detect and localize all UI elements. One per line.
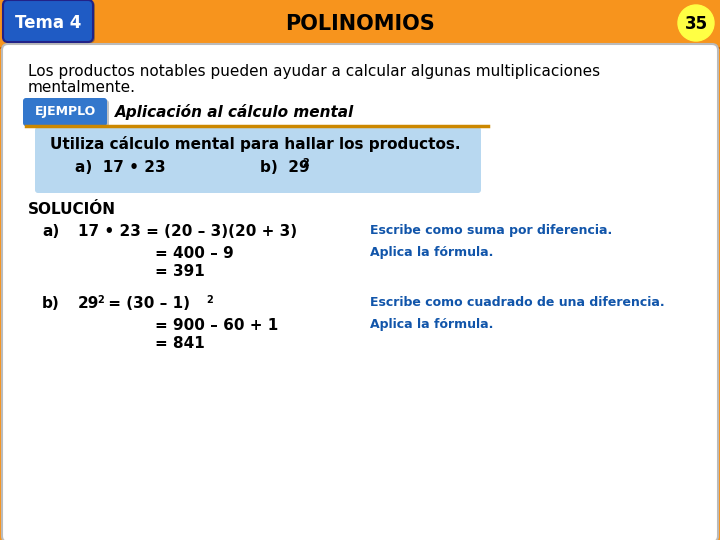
Text: Utiliza cálculo mental para hallar los productos.: Utiliza cálculo mental para hallar los p…	[50, 136, 461, 152]
Text: 29: 29	[78, 296, 99, 311]
Text: 35: 35	[685, 15, 708, 33]
FancyBboxPatch shape	[2, 44, 718, 540]
Text: = 391: = 391	[155, 264, 204, 279]
FancyBboxPatch shape	[5, 1, 95, 43]
FancyBboxPatch shape	[23, 98, 107, 126]
Text: = 841: = 841	[155, 336, 204, 351]
Text: Escribe como cuadrado de una diferencia.: Escribe como cuadrado de una diferencia.	[370, 296, 665, 309]
Text: 2: 2	[302, 158, 309, 168]
Text: POLINOMIOS: POLINOMIOS	[285, 14, 435, 34]
Text: SOLUCIÓN: SOLUCIÓN	[28, 202, 116, 217]
FancyBboxPatch shape	[25, 100, 109, 128]
Text: b): b)	[42, 296, 60, 311]
Text: Aplicación al cálculo mental: Aplicación al cálculo mental	[115, 104, 354, 120]
Text: 17 • 23 = (20 – 3)(20 + 3): 17 • 23 = (20 – 3)(20 + 3)	[78, 224, 297, 239]
Text: Los productos notables pueden ayudar a calcular algunas multiplicaciones: Los productos notables pueden ayudar a c…	[28, 64, 600, 79]
FancyBboxPatch shape	[0, 0, 720, 46]
Text: mentalmente.: mentalmente.	[28, 80, 136, 95]
Text: = 400 – 9: = 400 – 9	[155, 246, 234, 261]
FancyBboxPatch shape	[3, 0, 93, 42]
Text: = (30 – 1): = (30 – 1)	[103, 296, 190, 311]
Text: a)  17 • 23: a) 17 • 23	[75, 160, 166, 176]
Text: Aplica la fórmula.: Aplica la fórmula.	[370, 318, 493, 331]
Text: 2: 2	[97, 295, 104, 305]
Text: b)  29: b) 29	[260, 160, 310, 176]
Text: = 900 – 60 + 1: = 900 – 60 + 1	[155, 318, 278, 333]
Text: Tema 4: Tema 4	[15, 14, 81, 32]
Text: a): a)	[42, 224, 59, 239]
Circle shape	[678, 5, 714, 41]
Text: Aplica la fórmula.: Aplica la fórmula.	[370, 246, 493, 259]
Text: 2: 2	[206, 295, 212, 305]
FancyBboxPatch shape	[35, 127, 481, 193]
Text: Escribe como suma por diferencia.: Escribe como suma por diferencia.	[370, 224, 612, 237]
Text: EJEMPLO: EJEMPLO	[35, 105, 96, 118]
